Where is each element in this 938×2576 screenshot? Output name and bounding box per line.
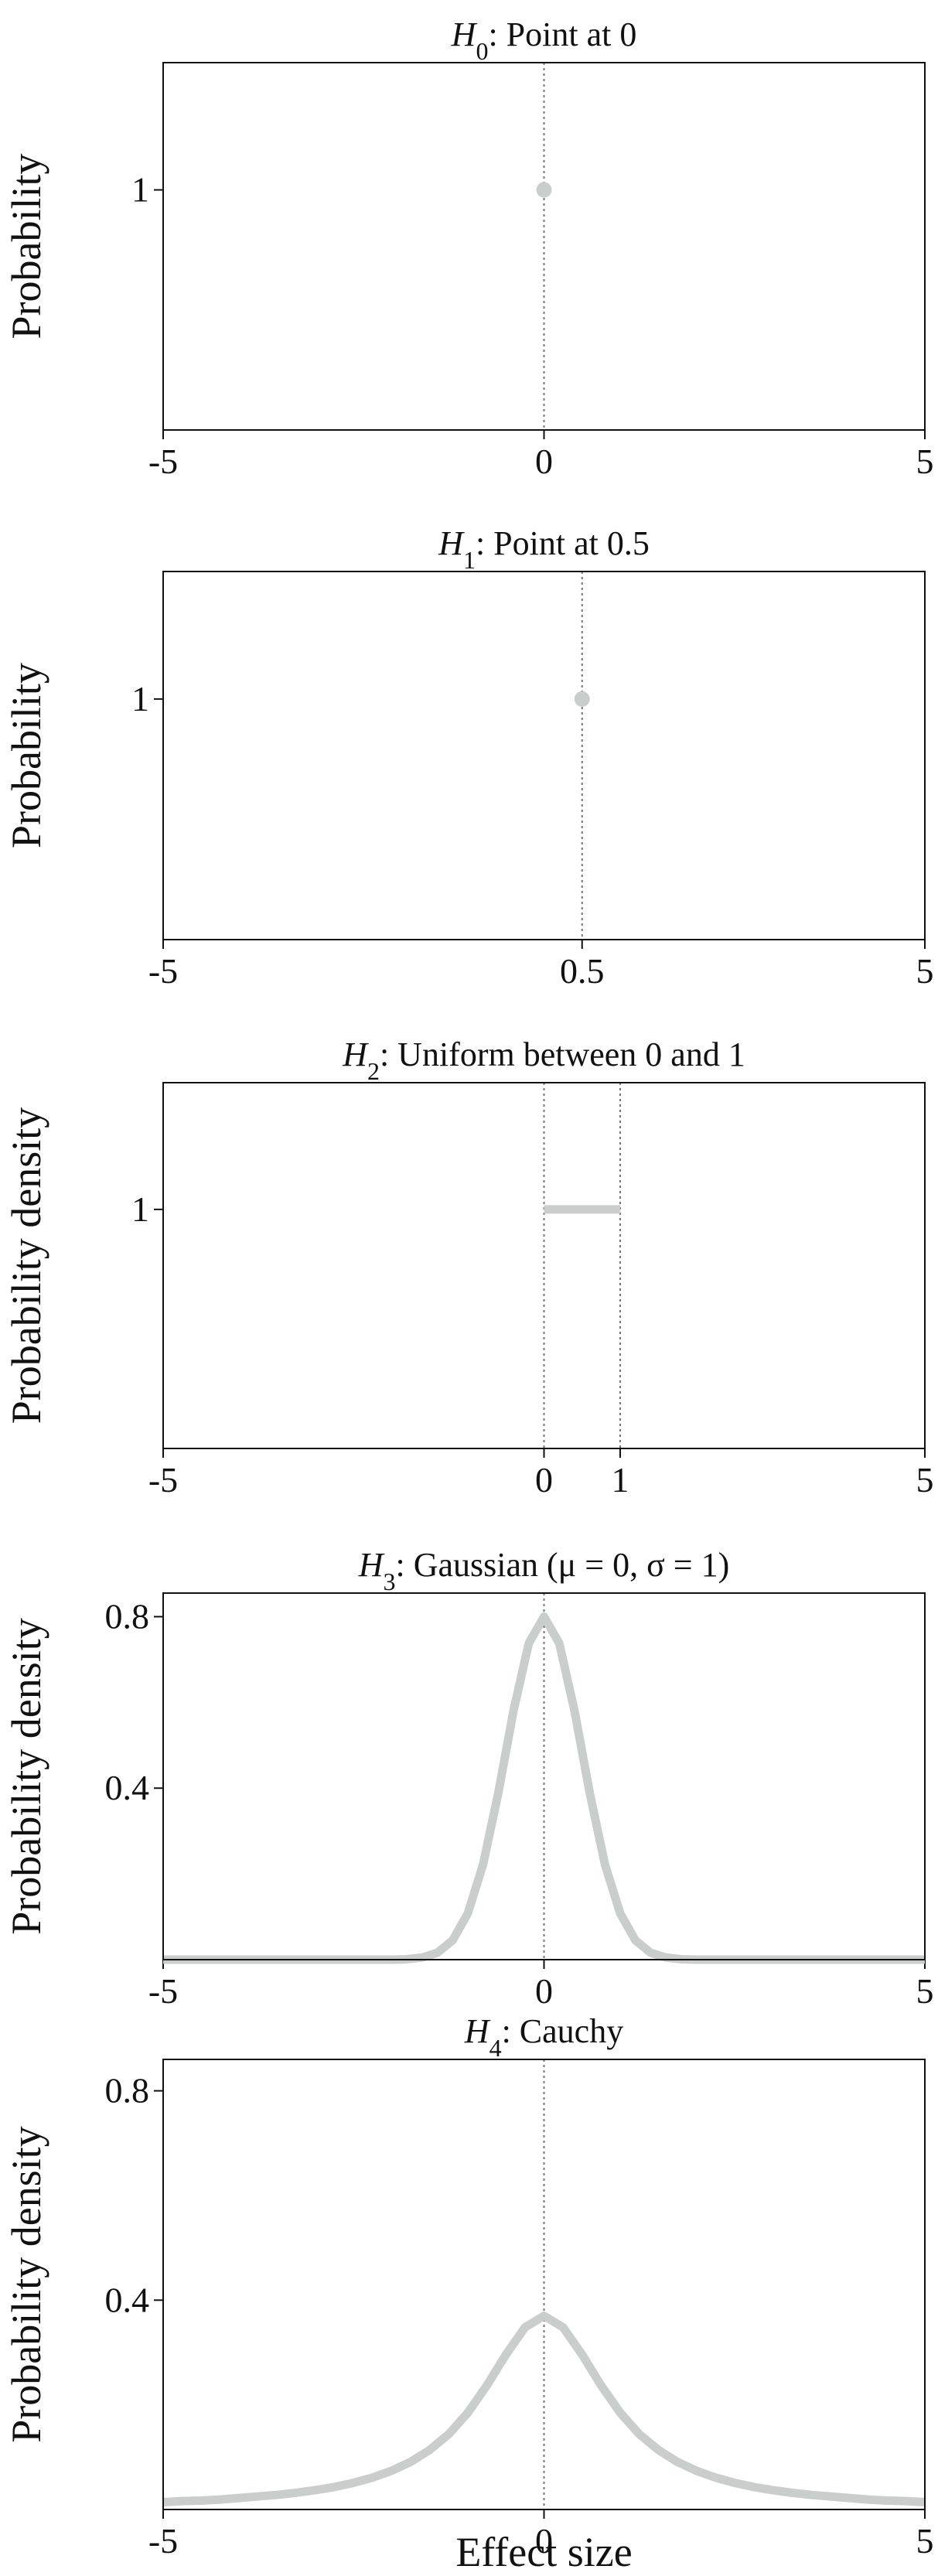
- plot-frame: [162, 1592, 926, 1960]
- y-tick-label: 1: [131, 1189, 149, 1229]
- title-symbol: H: [451, 15, 478, 53]
- x-tick-label: -5: [148, 951, 178, 991]
- x-tick-label: -5: [148, 1971, 178, 2011]
- point: [574, 691, 590, 707]
- line: [162, 2312, 926, 2507]
- panel-title: H4: Cauchy: [464, 2012, 623, 2062]
- plot-frame: [162, 571, 926, 940]
- x-tick-label: 0: [535, 1460, 553, 1500]
- title-text: : Uniform between 0 and 1: [380, 1036, 745, 1073]
- x-tick-label: 1: [612, 1460, 629, 1500]
- y-axis-label: Probability: [3, 663, 49, 848]
- x-tick-label: 0: [535, 442, 553, 481]
- y-tick-label: 0.8: [105, 2071, 150, 2110]
- x-tick-label: 5: [916, 1460, 934, 1500]
- title-subscript: 4: [489, 2034, 502, 2062]
- x-tick-label: 5: [916, 1971, 934, 2011]
- line: [163, 1612, 925, 1964]
- x-tick-label: -5: [148, 442, 178, 481]
- y-axis-label: Probability density: [3, 1107, 49, 1424]
- title-symbol: H: [358, 1546, 385, 1584]
- x-tick-label: 5: [916, 951, 934, 991]
- point: [536, 182, 552, 198]
- title-text: : Cauchy: [502, 2012, 624, 2050]
- title-symbol: H: [342, 1036, 369, 1073]
- x-axis-label: Effect size: [455, 2529, 632, 2575]
- y-tick-label: 0.8: [105, 1596, 150, 1636]
- title-subscript: 2: [367, 1057, 380, 1085]
- title-symbol: H: [464, 2012, 491, 2050]
- panel-title: H0: Point at 0: [451, 15, 637, 65]
- title-subscript: 1: [463, 546, 476, 574]
- plot-frame: [162, 62, 926, 431]
- title-text: : Gaussian (μ = 0, σ = 1): [396, 1546, 730, 1584]
- panel-title: H1: Point at 0.5: [438, 524, 650, 574]
- y-axis-label: Probability: [3, 154, 49, 339]
- y-axis-label: Probability density: [3, 2126, 49, 2442]
- x-tick-label: -5: [148, 1460, 178, 1500]
- x-tick-label: 5: [916, 2521, 934, 2561]
- x-tick-label: 0: [535, 2521, 553, 2561]
- panel-title: H2: Uniform between 0 and 1: [342, 1036, 745, 1085]
- y-tick-label: 0.4: [105, 1768, 150, 1807]
- title-text: : Point at 0.5: [476, 524, 650, 562]
- panel: H3: Gaussian (μ = 0, σ = 1) Probability d…: [3, 1546, 934, 2011]
- panel-title: H3: Gaussian (μ = 0, σ = 1): [358, 1546, 730, 1595]
- x-tick-label: 0: [535, 1971, 553, 2011]
- y-tick-label: 1: [131, 170, 149, 210]
- plot-frame: [162, 2059, 926, 2510]
- y-tick-label: 1: [131, 679, 149, 718]
- y-axis-label: Probability density: [3, 1618, 49, 1934]
- title-text: : Point at 0: [488, 15, 636, 53]
- title-subscript: 0: [476, 37, 488, 65]
- panel: H2: Uniform between 0 and 1 Probability d…: [3, 1036, 934, 1500]
- panel: H4: Cauchy Probability density Effect size…: [3, 2012, 934, 2575]
- title-subscript: 3: [384, 1568, 396, 1595]
- y-tick-label: 0.4: [105, 2280, 150, 2319]
- x-tick-label: 0.5: [560, 951, 605, 991]
- plot-frame: [162, 1082, 926, 1449]
- title-symbol: H: [438, 524, 465, 562]
- x-tick-label: 5: [916, 442, 934, 481]
- x-tick-label: -5: [148, 2521, 178, 2561]
